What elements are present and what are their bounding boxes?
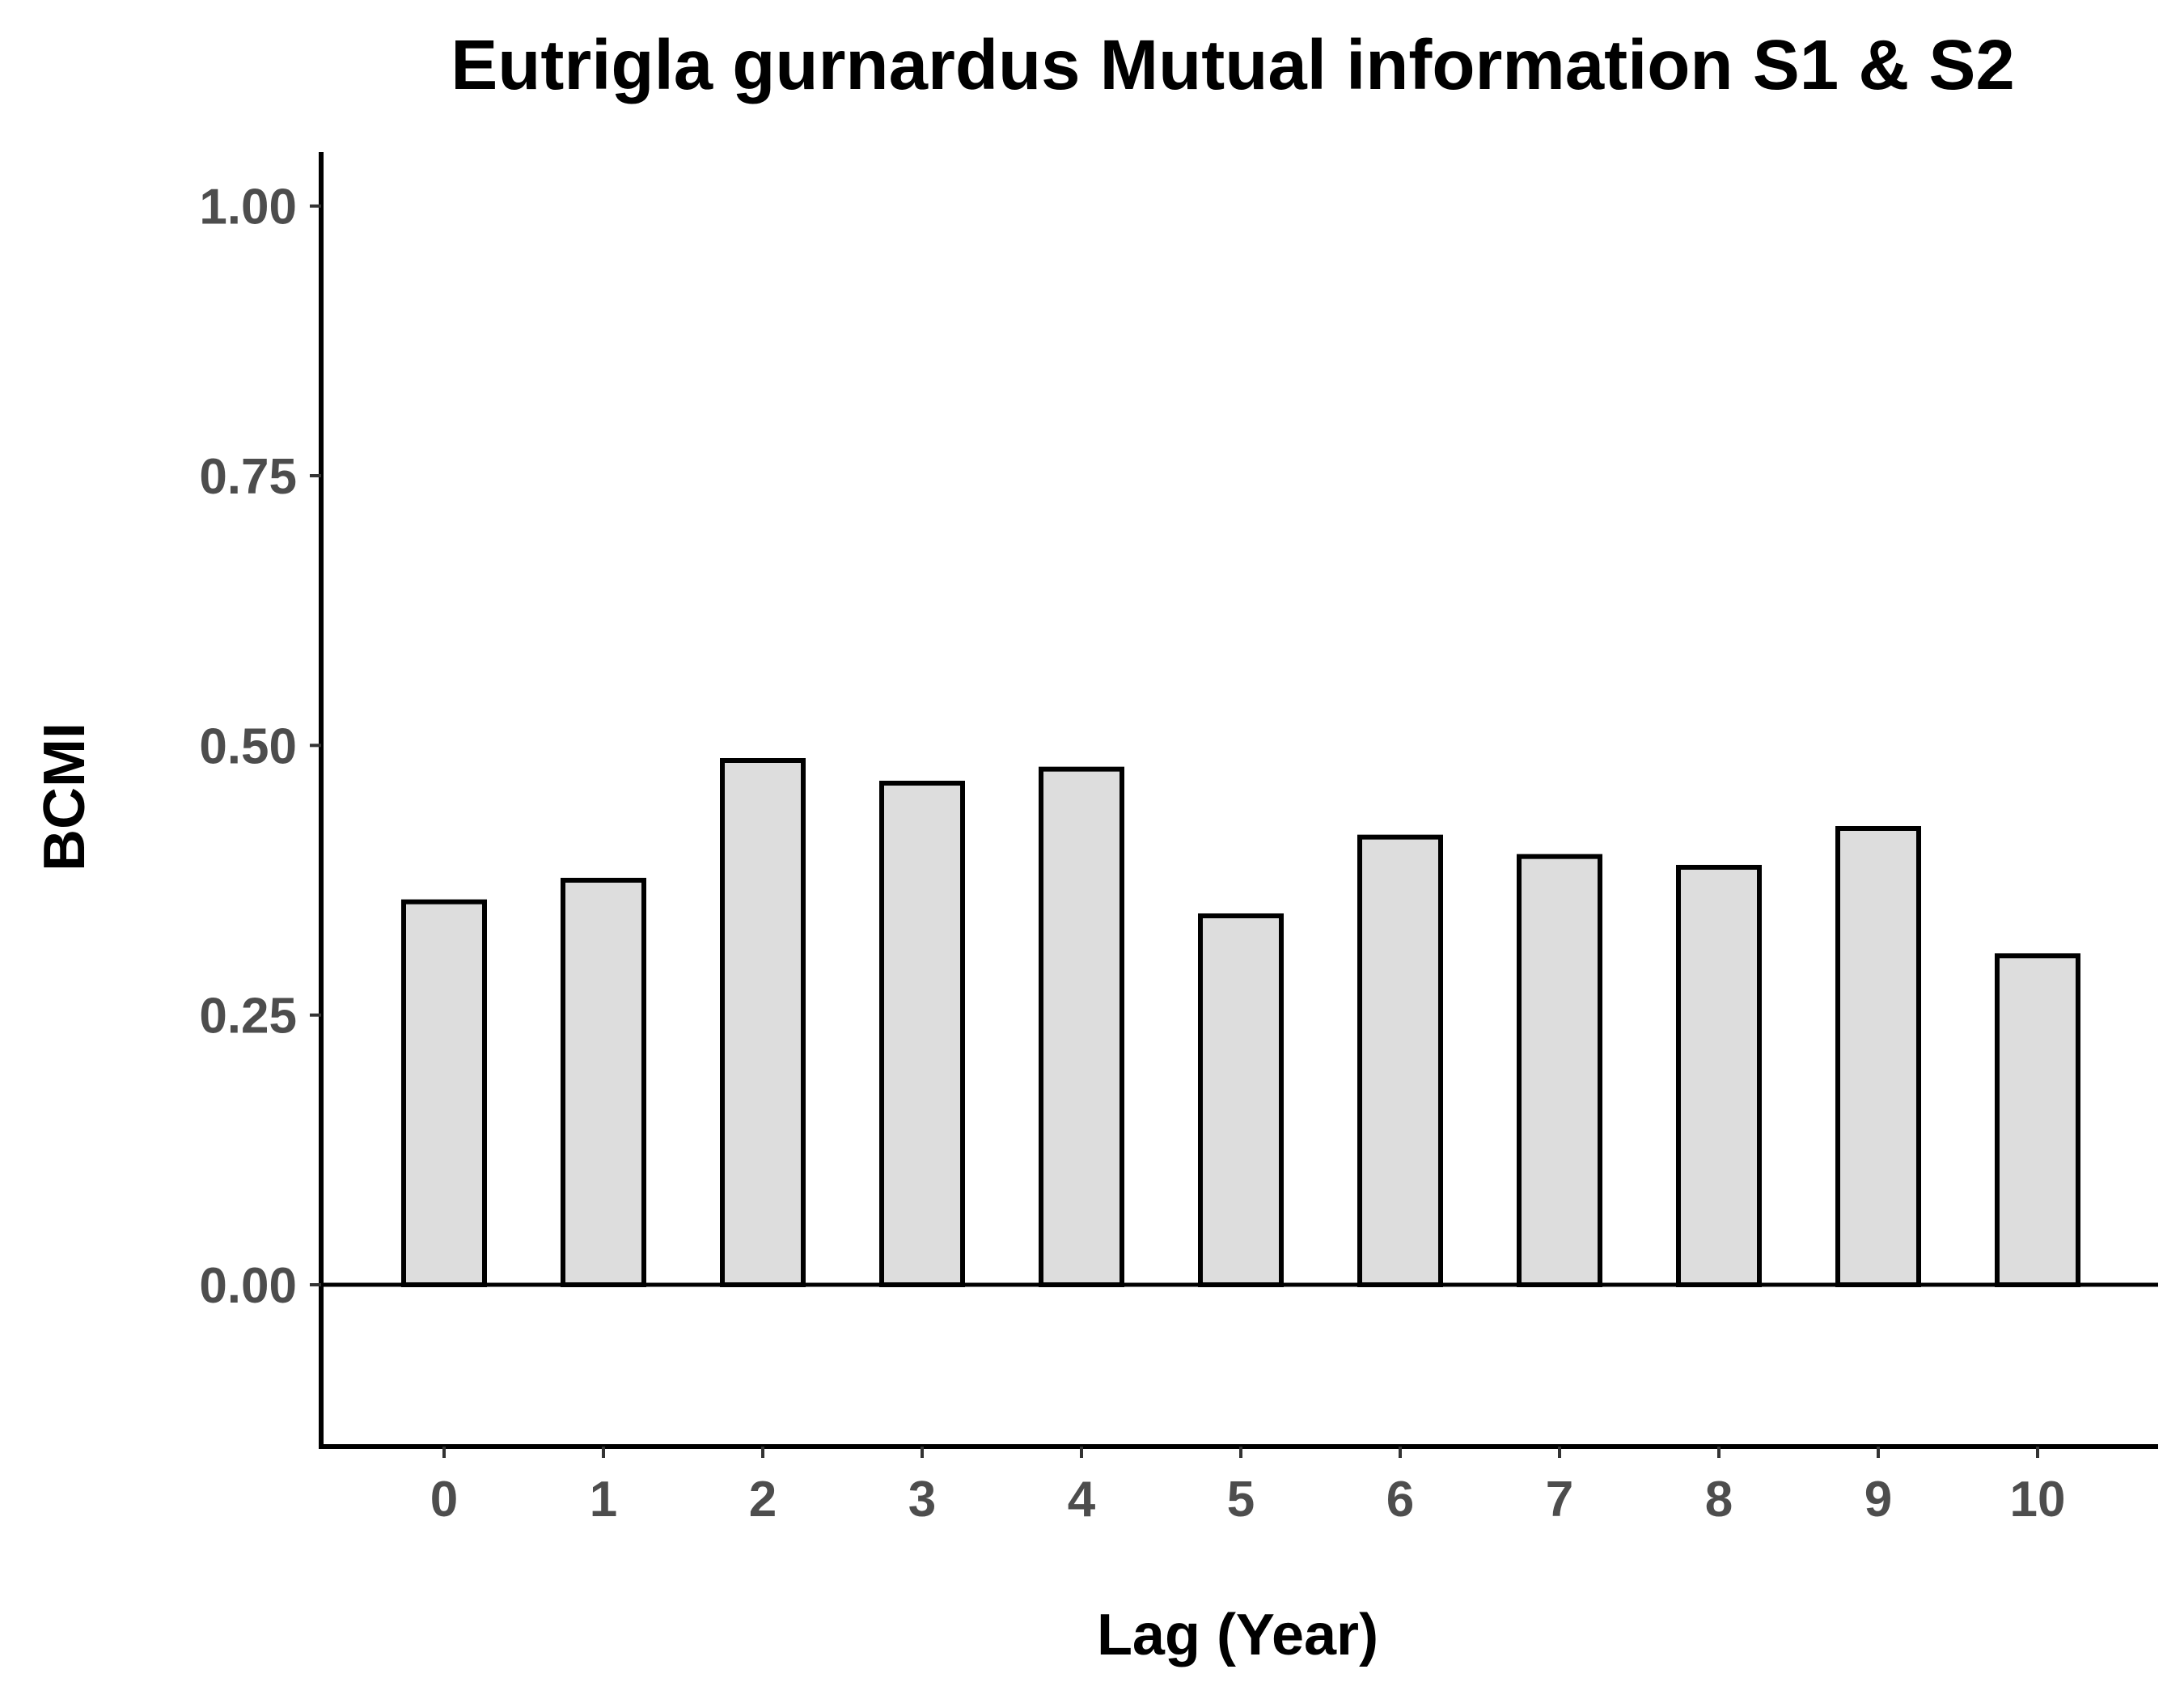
- x-axis: 0 1 2 3 4 5 6 7 8 9 10: [319, 1444, 2158, 1527]
- x-tick-label: 0: [430, 1472, 458, 1527]
- bar-lag-4: [1039, 766, 1124, 1287]
- x-tick-label: 4: [1068, 1472, 1096, 1527]
- bar-lag-5: [1198, 913, 1284, 1287]
- x-tick-label: 7: [1546, 1472, 1573, 1527]
- bar-lag-1: [561, 878, 646, 1287]
- x-tick-label: 2: [749, 1472, 777, 1527]
- bar-lag-2: [720, 758, 806, 1287]
- x-tick-label: 3: [908, 1472, 936, 1527]
- y-tick-label: 0.00: [199, 1258, 297, 1314]
- x-tick-label: 5: [1227, 1472, 1255, 1527]
- y-axis: 0.00 0.25 0.50 0.75 1.00: [199, 152, 324, 1449]
- bar-lag-0: [401, 899, 487, 1287]
- bar-lag-3: [879, 781, 965, 1287]
- y-tick-label: 0.75: [199, 449, 297, 505]
- bar-lag-7: [1517, 854, 1602, 1287]
- bar-lag-6: [1357, 834, 1443, 1287]
- bar-lag-8: [1676, 865, 1762, 1287]
- x-tick-label: 9: [1864, 1472, 1892, 1527]
- bar-lag-10: [1995, 953, 2080, 1288]
- y-tick-label: 0.50: [199, 718, 297, 774]
- y-axis-title: BCMI: [32, 722, 97, 871]
- bars-group: [401, 758, 2080, 1288]
- x-tick-label: 6: [1386, 1472, 1414, 1527]
- bar-lag-9: [1835, 826, 1921, 1287]
- x-tick-label: 8: [1705, 1472, 1733, 1527]
- chart-title: Eutrigla gurnardus Mutual information S1…: [451, 26, 2015, 104]
- x-axis-title: Lag (Year): [1097, 1603, 1378, 1667]
- x-tick-label: 10: [2010, 1472, 2066, 1527]
- y-tick-label: 0.25: [199, 989, 297, 1044]
- y-tick-label: 1.00: [199, 180, 297, 235]
- x-tick-label: 1: [590, 1472, 617, 1527]
